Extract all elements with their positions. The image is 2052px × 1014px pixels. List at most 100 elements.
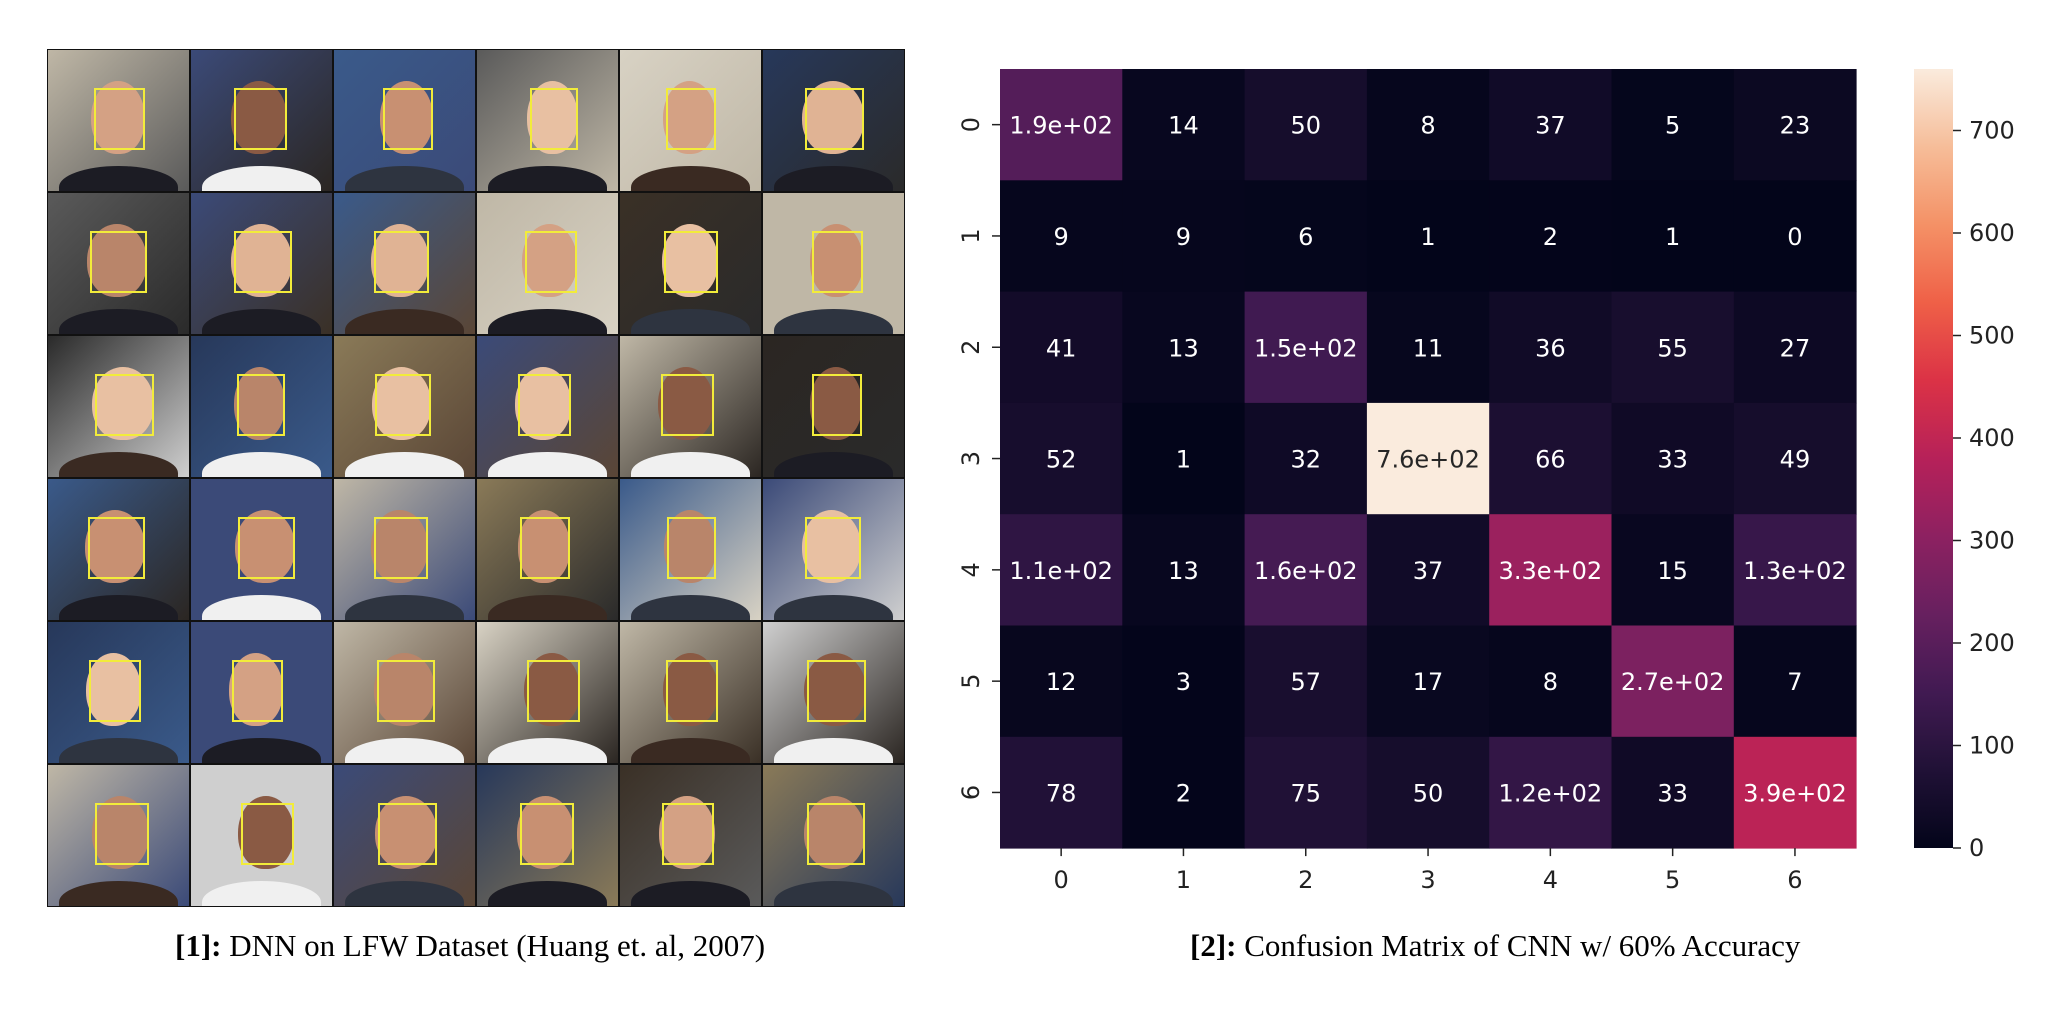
x-tick-label: 6: [1787, 866, 1802, 894]
heatmap-cell: [1122, 180, 1246, 293]
cell-annotation: 37: [1413, 557, 1444, 585]
heatmap-cell: [1366, 291, 1490, 404]
y-tick-label: 5: [957, 674, 985, 689]
face-photo: [620, 50, 761, 191]
face-detection-box: [236, 374, 286, 437]
face-photo: [763, 765, 904, 906]
face-detection-box: [665, 88, 717, 151]
cell-annotation: 1: [1420, 223, 1435, 251]
cell-annotation: 11: [1413, 334, 1444, 362]
heatmap-cell: [1489, 736, 1612, 849]
colorbar-tick-label: 400: [1969, 424, 2015, 452]
face-photo: [477, 50, 618, 191]
cell-annotation: 23: [1780, 112, 1811, 140]
x-tick-label: 3: [1420, 866, 1435, 894]
heatmap-cell: [1611, 625, 1735, 738]
heatmap-cell: [1733, 625, 1857, 738]
face-photo: [48, 479, 189, 620]
face-detection-box: [231, 660, 284, 723]
face-photo: [48, 622, 189, 763]
face-photo: [48, 765, 189, 906]
heatmap-cell: [1244, 625, 1368, 738]
face-detection-box: [806, 803, 866, 866]
heatmap-cell: [1733, 402, 1857, 515]
heatmap-cell: [1000, 514, 1123, 626]
face-detection-box: [87, 517, 145, 580]
cell-annotation: 33: [1657, 446, 1688, 474]
face-photo: [477, 622, 618, 763]
x-tick-label: 1: [1176, 866, 1191, 894]
face-detection-box: [667, 517, 717, 580]
heatmap-cell: [1733, 69, 1857, 181]
cell-annotation: 13: [1168, 557, 1199, 585]
face-detection-box: [234, 88, 287, 151]
cell-annotation: 14: [1168, 112, 1199, 140]
face-detection-box: [240, 803, 294, 866]
face-photo: [191, 336, 332, 477]
heatmap-cell: [1122, 514, 1246, 626]
face-detection-box: [94, 803, 149, 866]
face-detection-box: [520, 517, 570, 580]
face-photo: [763, 336, 904, 477]
face-photo: [763, 50, 904, 191]
cell-annotation: 6: [1298, 223, 1313, 251]
face-photo: [334, 193, 475, 334]
cell-annotation: 1.5e+02: [1254, 334, 1358, 362]
cell-annotation: 27: [1780, 334, 1811, 362]
colorbar-tick-label: 300: [1969, 527, 2015, 555]
cell-annotation: 78: [1046, 779, 1077, 807]
y-tick-label: 3: [957, 451, 985, 466]
face-photo: [191, 765, 332, 906]
face-detection-box: [89, 660, 142, 723]
face-photo: [620, 765, 761, 906]
heatmap-cell: [1489, 69, 1612, 181]
cell-annotation: 55: [1657, 334, 1688, 362]
face-detection-box: [524, 231, 578, 294]
heatmap-cell: [1000, 69, 1123, 181]
face-detection-box: [382, 88, 434, 151]
heatmap-cell: [1122, 69, 1246, 181]
heatmap-cell: [1244, 69, 1368, 181]
cell-annotation: 52: [1046, 446, 1077, 474]
x-tick-label: 0: [1054, 866, 1069, 894]
cell-annotation: 33: [1657, 779, 1688, 807]
face-detection-box: [519, 803, 574, 866]
face-detection-box: [377, 660, 436, 723]
face-photo: [48, 336, 189, 477]
heatmap-cell: [1244, 514, 1368, 626]
colorbar-tick-label: 700: [1969, 117, 2015, 145]
face-detection-grid: [47, 49, 905, 907]
cell-annotation: 5: [1665, 112, 1680, 140]
heatmap-cell: [1366, 514, 1490, 626]
cell-annotation: 0: [1787, 223, 1802, 251]
face-detection-box: [529, 88, 579, 151]
heatmap-cell: [1611, 69, 1735, 181]
face-photo: [763, 193, 904, 334]
heatmap-cell: [1366, 69, 1490, 181]
face-photo: [334, 50, 475, 191]
cell-annotation: 1: [1665, 223, 1680, 251]
figure2-caption-text: Confusion Matrix of CNN w/ 60% Accuracy: [1236, 928, 1801, 963]
heatmap-cell: [1611, 736, 1735, 849]
face-photo: [477, 336, 618, 477]
colorbar: [1914, 69, 1953, 848]
face-photo: [477, 193, 618, 334]
heatmap-cell: [1733, 736, 1857, 849]
cell-annotation: 7.6e+02: [1376, 446, 1480, 474]
face-photo: [334, 479, 475, 620]
cell-annotation: 50: [1413, 779, 1444, 807]
heatmap-cell: [1366, 625, 1490, 738]
face-photo: [191, 622, 332, 763]
face-photo: [334, 765, 475, 906]
heatmap-cell: [1000, 736, 1123, 849]
heatmap-cell: [1366, 736, 1490, 849]
face-detection-box: [526, 660, 581, 723]
face-photo: [763, 479, 904, 620]
face-photo: [477, 765, 618, 906]
cell-annotation: 1.9e+02: [1009, 112, 1113, 140]
heatmap-cell: [1611, 402, 1735, 515]
face-detection-box: [375, 374, 432, 437]
heatmap-cell: [1489, 514, 1612, 626]
y-tick-label: 6: [957, 785, 985, 800]
x-tick-label: 2: [1298, 866, 1313, 894]
